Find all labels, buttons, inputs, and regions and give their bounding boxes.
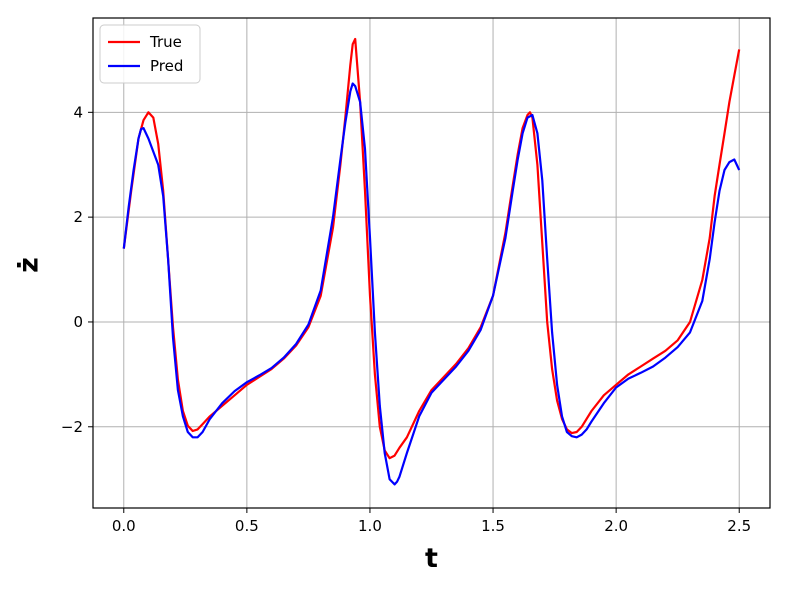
y-tick-label: −2 [61,418,83,436]
x-tick-label: 0.0 [112,517,136,535]
y-axis-ticks: −2 0 2 4 [61,103,93,436]
x-axis-ticks: 0.0 0.5 1.0 1.5 2.0 2.5 [112,508,751,535]
y-tick-label: 2 [73,208,83,226]
x-tick-label: 1.5 [481,517,505,535]
legend-label-pred: Pred [150,57,183,75]
y-tick-label: 0 [73,313,83,331]
x-tick-label: 1.0 [358,517,382,535]
legend: True Pred [99,24,201,84]
series-line-true [122,37,741,460]
x-tick-label: 2.0 [604,517,628,535]
series-lines [122,37,741,486]
y-tick-label: 4 [73,103,83,121]
plot-frame [92,17,771,509]
x-tick-label: 0.5 [235,517,259,535]
legend-label-true: True [149,33,182,51]
x-axis-label: t [425,543,438,574]
y-axis-label: ż [14,257,45,273]
series-line-pred [122,82,741,486]
legend-box [99,24,201,84]
x-tick-label: 2.5 [727,517,751,535]
